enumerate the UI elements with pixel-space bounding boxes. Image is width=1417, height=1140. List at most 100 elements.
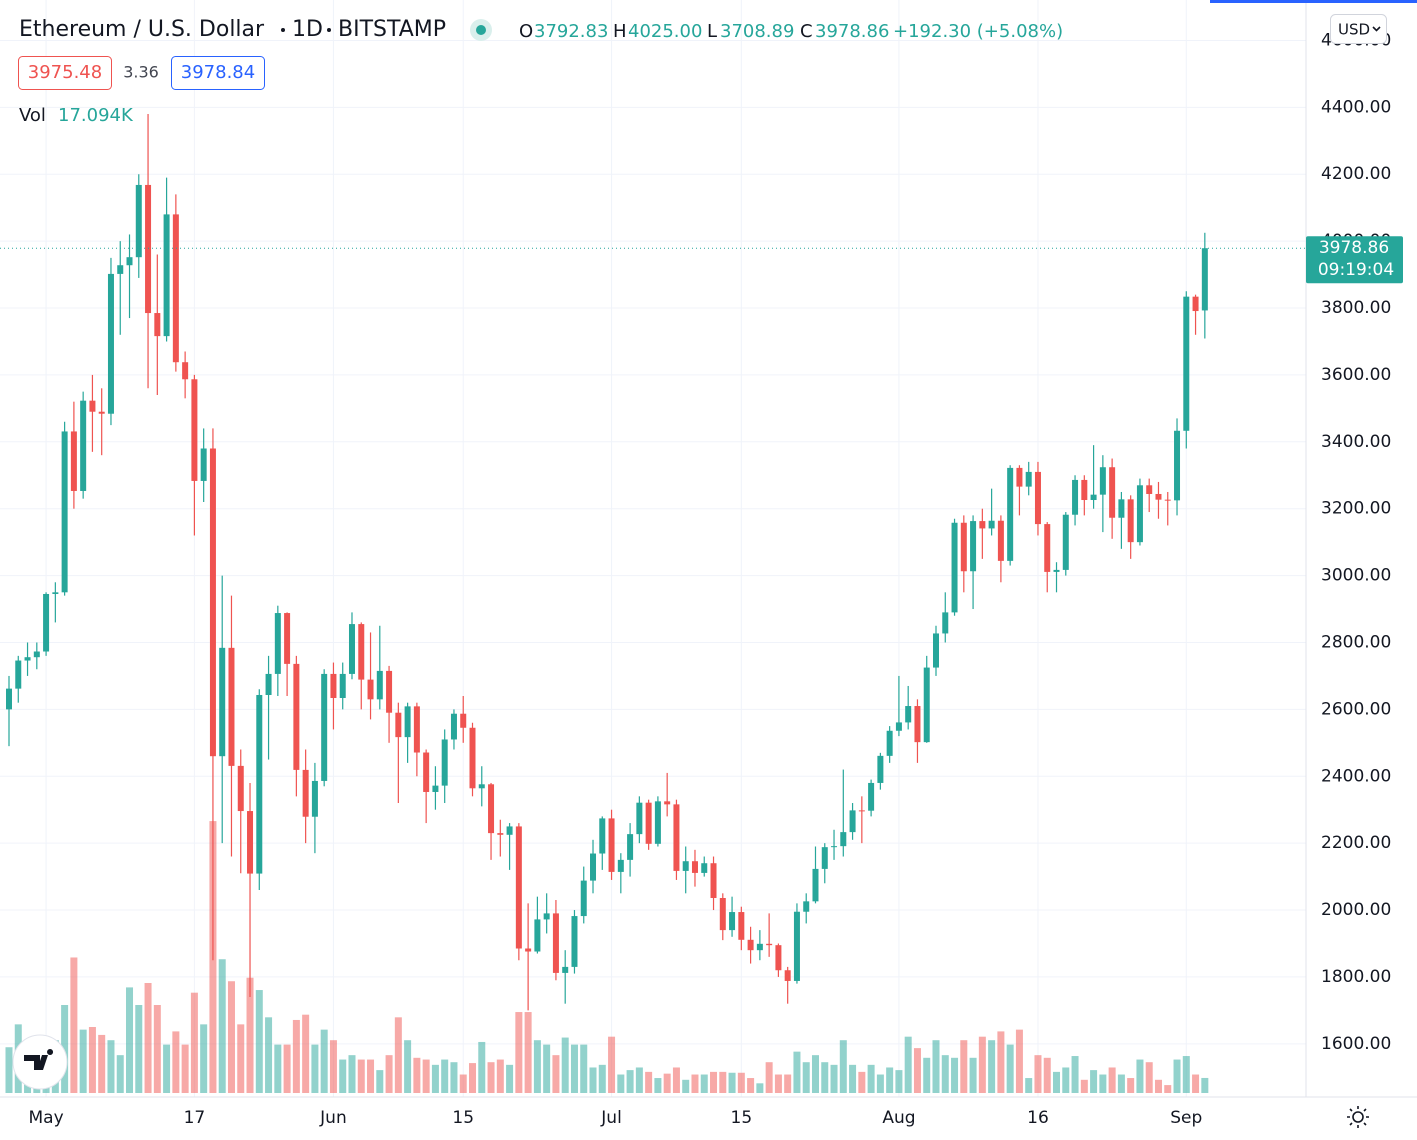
candle-body (775, 945, 782, 971)
volume-bar (895, 1070, 903, 1093)
volume-bar (218, 959, 226, 1093)
candle-body (1174, 430, 1181, 501)
candle-body (654, 801, 661, 844)
candle-body (738, 912, 745, 940)
volume-bar (988, 1040, 996, 1093)
bid: 3975.48 (28, 62, 102, 83)
ohlc-key: L (707, 21, 717, 42)
volume-bar (1182, 1056, 1190, 1093)
volume-bar (1192, 1074, 1200, 1093)
y-tick-label: 1600.00 (1321, 1034, 1391, 1054)
volume-bar (496, 1059, 504, 1093)
candle-body (590, 853, 597, 881)
candle-body (70, 431, 77, 491)
volume-bar (1090, 1070, 1098, 1093)
volume-bar (181, 1044, 189, 1093)
volume-bar (431, 1064, 439, 1093)
y-tick-label: 1800.00 (1321, 967, 1391, 987)
volume-bar (1136, 1059, 1144, 1093)
candle-body (191, 379, 198, 481)
currency-button[interactable] (1330, 14, 1387, 44)
candle-body (793, 911, 800, 981)
volume-bar (422, 1059, 430, 1093)
volume-bar (237, 1024, 245, 1093)
volume-bar (784, 1074, 792, 1093)
candle-body (6, 688, 12, 710)
volume-bar (394, 1017, 402, 1093)
candle-body (413, 706, 420, 753)
y-tick-label: 2600.00 (1321, 699, 1391, 719)
candle-body (52, 592, 59, 594)
symbol: Ethereum / U.S. Dollar (19, 17, 265, 42)
volume-bar (367, 1059, 375, 1093)
volume-bar (200, 1024, 208, 1093)
interval: 1D (292, 17, 323, 42)
volume-bar (116, 1055, 124, 1093)
volume-bar (617, 1074, 625, 1093)
y-tick-label: 4400.00 (1321, 97, 1391, 117)
volume-bar (339, 1059, 347, 1093)
separator (327, 28, 331, 32)
candle-body (858, 810, 865, 812)
candle-body (506, 826, 513, 835)
axis-background (1306, 0, 1417, 1097)
candle-body (321, 673, 328, 781)
y-tick-label: 3600.00 (1321, 365, 1391, 385)
volume-bar (821, 1062, 829, 1093)
candle-body (886, 730, 893, 756)
volume-bar (126, 987, 134, 1093)
candle-body (284, 613, 291, 664)
candle-body (1081, 479, 1088, 501)
volume-bar (450, 1062, 458, 1093)
volume-bar (274, 1044, 282, 1093)
candle-body (571, 916, 578, 967)
volume-bar (997, 1031, 1005, 1093)
time-labels: May 17 Jun 15 Jul 15 Aug 16 Sep (29, 1108, 1203, 1128)
currency[interactable]: USD (1338, 21, 1370, 39)
candle-body (432, 785, 439, 792)
candle-body (701, 863, 708, 873)
volume-bar (728, 1072, 736, 1093)
price-axis (1305, 0, 1417, 1140)
volume-bar (70, 957, 78, 1093)
candle-body (608, 818, 615, 872)
candle-body (228, 647, 235, 766)
volume-bar (598, 1064, 606, 1093)
volume-bar (469, 1063, 476, 1093)
candle-body (237, 765, 244, 812)
candle-body (126, 257, 133, 266)
spread: 3.36 (123, 63, 159, 82)
separator (281, 28, 285, 32)
candle-body (145, 184, 152, 314)
volume-bar (283, 1044, 291, 1093)
candle-body (358, 624, 365, 680)
x-tick-label: Aug (882, 1108, 915, 1128)
volume-bar (255, 990, 263, 1093)
volume-bar (608, 1036, 616, 1093)
volume-bar (311, 1044, 319, 1093)
candle-body (163, 214, 170, 337)
price-tag-label: 3978.86 (1319, 238, 1389, 258)
volume-value: 17.094K (58, 105, 134, 126)
volume-bar (645, 1071, 653, 1093)
x-tick-label: 15 (731, 1108, 753, 1128)
x-tick-label: 16 (1027, 1108, 1049, 1128)
volume-bar (227, 981, 235, 1093)
candle-body (942, 612, 949, 634)
volume-bar (172, 1031, 180, 1093)
candle-body (423, 752, 430, 792)
settings-icon[interactable] (1347, 1106, 1369, 1128)
candle-body (803, 901, 810, 912)
volume-bar (1034, 1055, 1042, 1093)
volume-bar (747, 1078, 755, 1093)
volume-bar (923, 1057, 931, 1093)
candle-body (1155, 493, 1162, 500)
volume-bar (459, 1074, 467, 1093)
candle-body (1183, 296, 1190, 431)
candle-body (905, 706, 912, 723)
volume-bar (951, 1057, 959, 1093)
volume-bar (802, 1062, 810, 1093)
candle-body (386, 670, 393, 713)
